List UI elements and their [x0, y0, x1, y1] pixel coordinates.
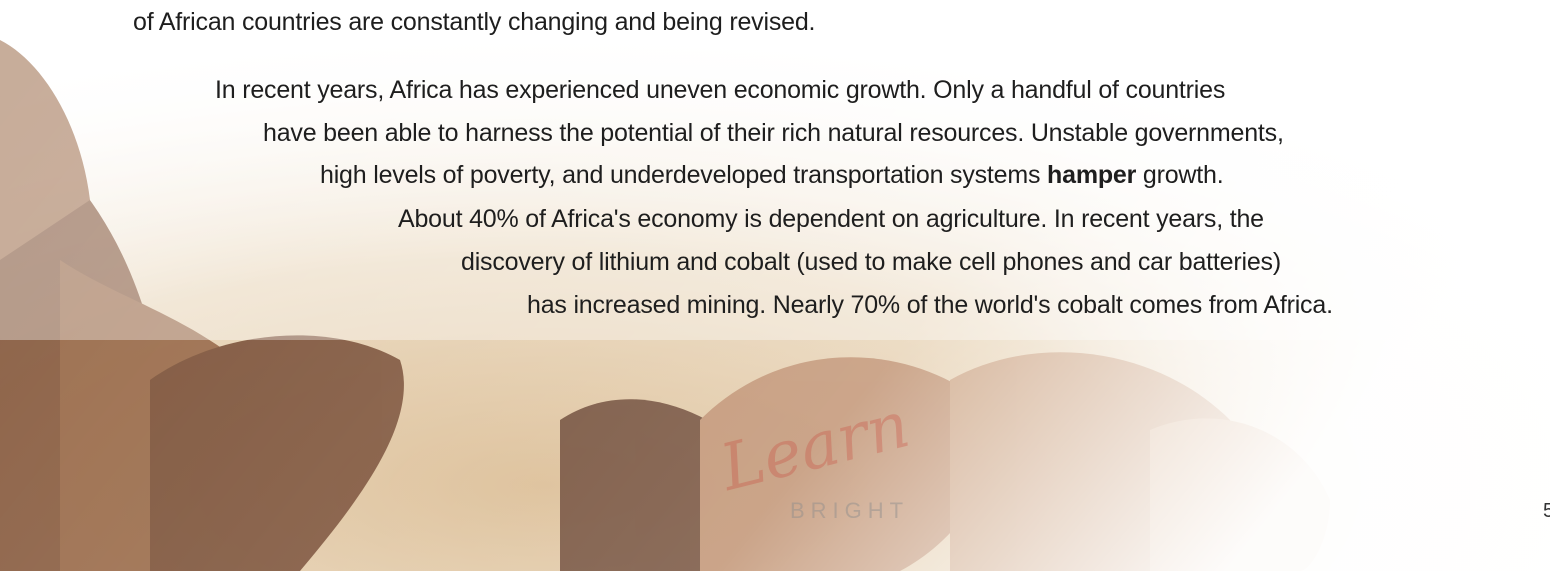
page: of African countries are constantly chan…	[0, 0, 1550, 571]
watermark-caption: BRIGHT	[790, 498, 909, 524]
text: growth.	[1136, 161, 1223, 189]
text: high levels of poverty, and underdevelop…	[320, 161, 1047, 189]
text-line: has increased mining. Nearly 70% of the …	[527, 291, 1333, 320]
intro-line: of African countries are constantly chan…	[133, 8, 815, 37]
text-line: In recent years, Africa has experienced …	[215, 76, 1225, 105]
bold-word: hamper	[1047, 161, 1136, 189]
text-line: discovery of lithium and cobalt (used to…	[461, 248, 1281, 277]
text-line: have been able to harness the potential …	[263, 119, 1284, 148]
text-line: About 40% of Africa's economy is depende…	[398, 205, 1264, 234]
text-line: high levels of poverty, and underdevelop…	[320, 161, 1224, 190]
page-number: 5	[1543, 500, 1550, 523]
